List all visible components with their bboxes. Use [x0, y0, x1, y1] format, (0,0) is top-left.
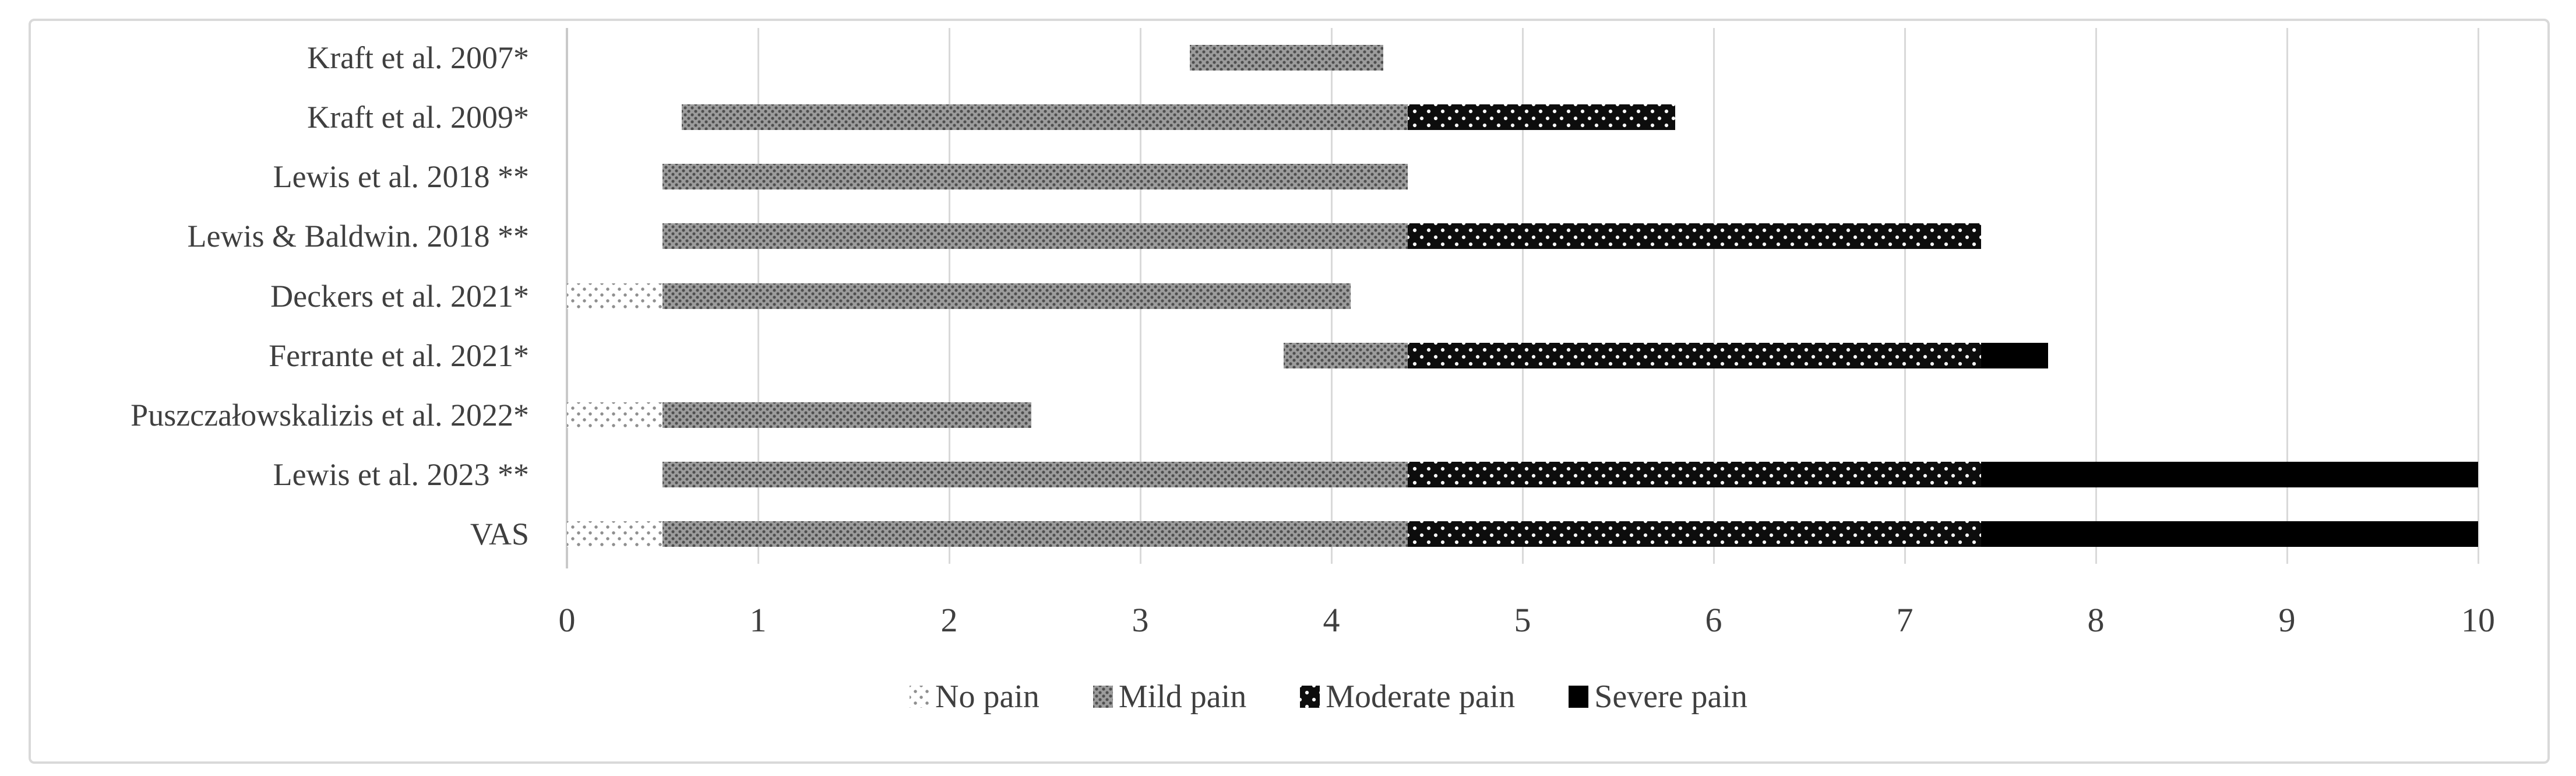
- legend-swatch-severe: [1569, 686, 1589, 708]
- category-label: Lewis et al. 2018 **: [273, 159, 529, 195]
- bar-segment-moderate: [1408, 104, 1676, 131]
- x-tick-label-0: 0: [558, 601, 576, 639]
- bar-segment-none: [567, 402, 662, 428]
- legend-item-moderate: Moderate pain: [1300, 676, 1515, 717]
- category-label: Deckers et al. 2021*: [270, 278, 529, 314]
- x-tick-label-5: 5: [1514, 601, 1531, 639]
- x-tick-label-4: 4: [1323, 601, 1340, 639]
- x-tick-label-3: 3: [1132, 601, 1149, 639]
- bar-segment-moderate: [1408, 342, 1982, 368]
- bar-segment-moderate: [1408, 521, 1982, 547]
- category-label: Kraft et al. 2007*: [307, 40, 529, 76]
- gridline-x-5: [1521, 28, 1524, 564]
- x-tick-label-10: 10: [2461, 601, 2495, 639]
- legend-item-mild: Mild pain: [1093, 676, 1246, 717]
- legend-item-none: No pain: [910, 676, 1039, 717]
- legend-label: Mild pain: [1118, 679, 1247, 715]
- gridline-x-8: [2095, 28, 2097, 564]
- x-tick-label-9: 9: [2278, 601, 2296, 639]
- gridline-x-9: [2286, 28, 2288, 564]
- bar-segment-mild: [662, 164, 1408, 190]
- category-label: Lewis & Baldwin. 2018 **: [187, 219, 529, 254]
- bar-segment-moderate: [1408, 461, 1982, 487]
- bar-segment-none: [567, 521, 662, 547]
- legend-label: Moderate pain: [1326, 679, 1516, 715]
- gridline-x-6: [1712, 28, 1715, 564]
- legend: No pain Mild pain Moderate pain Severe pain: [910, 676, 1747, 717]
- legend-swatch-mild: [1093, 686, 1113, 708]
- bar-segment-mild: [662, 402, 1032, 428]
- legend-swatch-moderate: [1300, 686, 1320, 708]
- bar-segment-none: [567, 283, 662, 309]
- x-tick-label-2: 2: [940, 601, 958, 639]
- category-label: VAS: [470, 516, 529, 552]
- x-tick-label-1: 1: [749, 601, 767, 639]
- legend-label: No pain: [935, 679, 1039, 715]
- x-tick-label-7: 7: [1896, 601, 1914, 639]
- bar-segment-mild: [662, 283, 1351, 309]
- bar-segment-mild: [1190, 45, 1383, 71]
- legend-swatch-none: [910, 686, 930, 708]
- bar-segment-moderate: [1408, 223, 1982, 250]
- bar-segment-severe: [1981, 342, 2048, 368]
- bar-segment-severe: [1981, 461, 2478, 487]
- bar-segment-mild: [662, 461, 1408, 487]
- legend-item-severe: Severe pain: [1569, 676, 1747, 717]
- x-tick-label-6: 6: [1705, 601, 1722, 639]
- category-label: Lewis et al. 2023 **: [273, 457, 529, 492]
- bar-segment-mild: [681, 104, 1408, 131]
- category-label: Puszczałowskalizis et al. 2022*: [131, 397, 529, 433]
- bar-segment-mild: [662, 223, 1408, 250]
- bar-segment-severe: [1981, 521, 2478, 547]
- bar-segment-mild: [662, 521, 1408, 547]
- gridline-x-7: [1904, 28, 1906, 564]
- category-label: Ferrante et al. 2021*: [269, 338, 529, 373]
- legend-label: Severe pain: [1594, 679, 1747, 715]
- chart-border: [29, 19, 2550, 764]
- bar-segment-mild: [1284, 342, 1408, 368]
- gridline-x-10: [2477, 28, 2479, 564]
- x-tick-label-8: 8: [2087, 601, 2105, 639]
- category-label: Kraft et al. 2009*: [307, 100, 529, 135]
